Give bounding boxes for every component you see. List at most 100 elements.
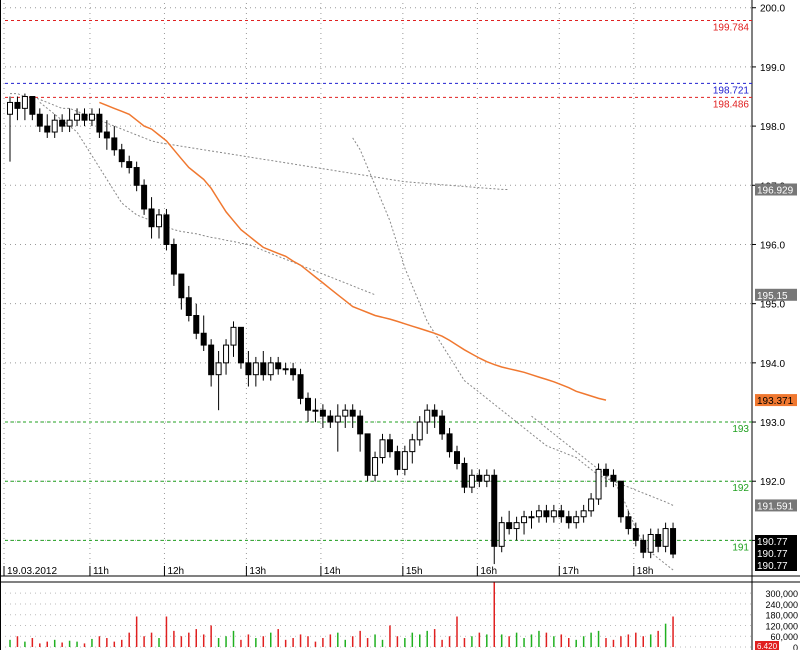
candle-body-down xyxy=(81,113,88,121)
candle-body-down xyxy=(275,362,282,370)
candle xyxy=(275,356,282,375)
value-tag-label: 193.371 xyxy=(757,396,794,407)
candle-body-up xyxy=(342,409,349,417)
volume-tick-label: 60,000 xyxy=(770,632,798,642)
candle xyxy=(595,463,602,505)
candle xyxy=(364,433,371,482)
x-tick-label: 14h xyxy=(324,566,341,577)
candle-body-up xyxy=(372,457,379,476)
candle-body-up xyxy=(379,439,386,459)
candle xyxy=(550,504,557,523)
candle-body-up xyxy=(223,344,230,364)
candle-body-down xyxy=(364,433,371,476)
candle-body-down xyxy=(632,528,639,541)
candle xyxy=(483,469,490,488)
candle xyxy=(565,510,572,529)
candle xyxy=(230,321,237,357)
candle xyxy=(468,469,475,494)
x-tick-label: 12h xyxy=(167,566,184,577)
candle xyxy=(36,108,43,133)
candle xyxy=(96,108,103,138)
candle xyxy=(245,351,252,387)
candle xyxy=(44,114,51,138)
candle-body-up xyxy=(282,368,289,371)
candle-body-down xyxy=(133,167,140,186)
candle xyxy=(111,126,118,156)
candle-body-down xyxy=(394,451,401,470)
candle-body-down xyxy=(439,415,446,435)
candle xyxy=(66,108,73,133)
candle xyxy=(327,410,334,428)
volume-tick-label: 180,000 xyxy=(765,611,798,621)
candle-body-down xyxy=(163,214,170,245)
value-tag-label: 190.77 xyxy=(757,549,788,560)
candle xyxy=(193,303,200,340)
candle xyxy=(223,339,230,375)
candle-body-down xyxy=(44,125,51,133)
candle-body-down xyxy=(506,522,513,530)
candle xyxy=(252,356,259,387)
y-tick-label: 200.0 xyxy=(760,4,785,15)
price-level-label: 193 xyxy=(732,424,749,435)
candle-body-down xyxy=(431,409,438,417)
candle-body-down xyxy=(655,533,662,547)
y-tick-label: 193.0 xyxy=(760,418,785,429)
candle xyxy=(416,416,423,446)
candle-body-down xyxy=(148,208,155,228)
candle-body-down xyxy=(357,415,364,435)
candle xyxy=(237,326,244,369)
candle xyxy=(535,504,542,523)
value-tag-box xyxy=(755,499,797,512)
candle xyxy=(51,114,58,138)
candle xyxy=(170,238,177,286)
candle-body-down xyxy=(461,462,468,488)
candle xyxy=(454,445,460,470)
candle-body-up xyxy=(252,362,259,376)
candle xyxy=(588,493,595,517)
candle xyxy=(185,285,192,322)
value-tag-box xyxy=(755,288,797,301)
candle xyxy=(357,410,364,452)
candle-body-down xyxy=(446,433,453,453)
value-tag-box xyxy=(755,559,797,571)
candle xyxy=(141,179,148,215)
y-tick-label: 194.0 xyxy=(760,359,785,370)
y-tick-label: 198.0 xyxy=(760,122,785,133)
candle-body-down xyxy=(208,344,215,376)
candle-body-up xyxy=(573,516,580,524)
candle xyxy=(476,469,483,488)
candle xyxy=(305,392,311,423)
x-tick-label: 18h xyxy=(637,566,654,577)
candle-body-down xyxy=(193,315,200,334)
candle xyxy=(14,96,21,121)
candle-body-up xyxy=(513,522,520,530)
candle xyxy=(118,143,125,168)
price-level-label: 198.721 xyxy=(713,85,750,96)
x-tick-label: 17h xyxy=(562,566,579,577)
candle-body-up xyxy=(312,409,319,412)
candle-body-down xyxy=(565,516,572,524)
candle xyxy=(267,356,274,381)
candle-body-up xyxy=(498,522,505,547)
price-level-label: 192 xyxy=(732,483,749,494)
price-level-label: 199.784 xyxy=(713,23,750,34)
candle xyxy=(29,96,36,121)
candle-body-down xyxy=(305,397,311,411)
value-tag-label: 190.77 xyxy=(757,561,788,572)
candle xyxy=(215,351,222,411)
candle xyxy=(372,451,379,482)
candle-body-down xyxy=(237,326,244,364)
candle-body-down xyxy=(543,510,550,518)
value-tag-box xyxy=(755,394,797,407)
candle-body-down xyxy=(327,415,334,423)
price-level-label: 191 xyxy=(732,542,749,553)
candle-body-down xyxy=(491,474,498,547)
candle xyxy=(297,368,304,405)
candle xyxy=(200,315,207,352)
candle-body-down xyxy=(558,510,565,518)
candle-body-up xyxy=(550,510,557,518)
candle-body-down xyxy=(118,149,125,163)
candle-body-down xyxy=(454,451,460,464)
candle xyxy=(409,433,416,464)
